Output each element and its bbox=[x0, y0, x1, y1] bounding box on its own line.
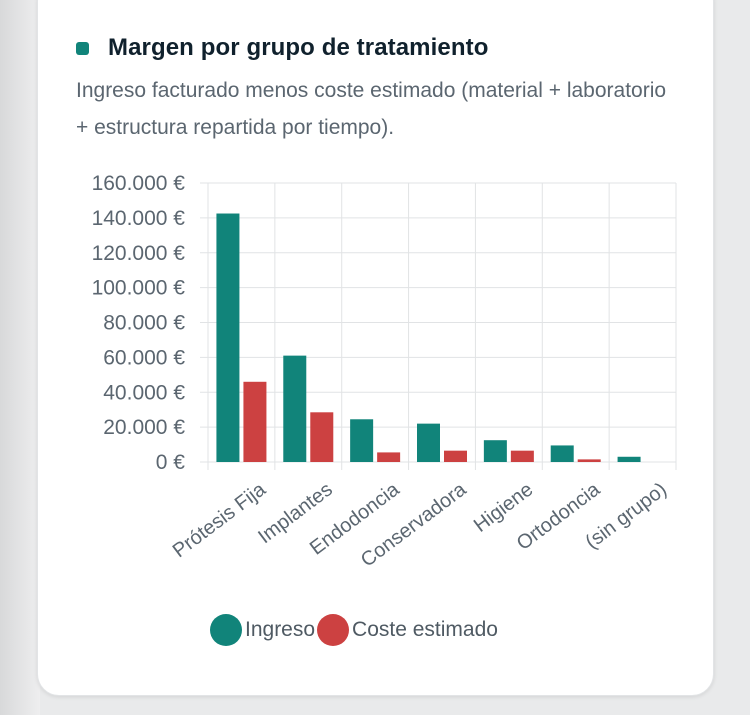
card-header: Margen por grupo de tratamiento bbox=[76, 34, 488, 62]
x-axis-tick-labels: Prótesis FijaImplantesEndodonciaConserva… bbox=[169, 478, 671, 572]
y-tick-label: 60.000 € bbox=[103, 346, 185, 369]
bar-coste bbox=[377, 452, 401, 462]
legend-swatch-coste bbox=[317, 614, 350, 646]
y-tick-label: 100.000 € bbox=[92, 277, 186, 300]
bar-ingreso bbox=[550, 445, 574, 462]
bar-ingreso bbox=[283, 355, 307, 462]
chart-legend: Ingreso Coste estimado bbox=[210, 614, 500, 646]
legend-item-ingreso[interactable]: Ingreso bbox=[210, 614, 315, 646]
legend-swatch-ingreso bbox=[210, 614, 242, 646]
y-tick-label: 140.000 € bbox=[92, 207, 186, 230]
legend-item-coste[interactable]: Coste estimado bbox=[317, 614, 498, 646]
bar-ingreso bbox=[483, 440, 507, 462]
background-shade bbox=[0, 0, 40, 715]
card-subtitle: Ingreso facturado menos coste estimado (… bbox=[76, 79, 667, 139]
title-marker-icon bbox=[76, 41, 89, 55]
legend-label-ingreso: Ingreso bbox=[245, 618, 316, 641]
bar-ingreso bbox=[350, 419, 374, 462]
y-tick-label: 0 € bbox=[156, 451, 186, 474]
bar-coste bbox=[444, 450, 467, 462]
bar-ingreso bbox=[216, 213, 240, 462]
y-tick-label: 160.000 € bbox=[92, 172, 186, 195]
bar-coste bbox=[310, 412, 334, 462]
bar-ingreso bbox=[617, 456, 641, 462]
bar-coste bbox=[510, 450, 534, 462]
legend-label-coste: Coste estimado bbox=[352, 618, 498, 641]
y-tick-label: 20.000 € bbox=[103, 416, 185, 439]
bar-coste bbox=[577, 459, 601, 462]
y-tick-label: 80.000 € bbox=[103, 312, 185, 335]
bar-ingreso bbox=[417, 423, 440, 462]
y-tick-label: 120.000 € bbox=[92, 242, 186, 265]
bars-layer bbox=[216, 213, 641, 462]
bar-coste bbox=[243, 381, 267, 462]
x-tick-label: Prótesis Fija bbox=[169, 478, 271, 562]
chart-card bbox=[37, 0, 714, 696]
y-tick-label: 40.000 € bbox=[103, 381, 185, 404]
y-axis-tick-labels: 0 € 20.000 € 40.000 € 60.000 € 80.000 € 100.0… bbox=[92, 172, 186, 474]
card-title: Margen por grupo de tratamiento bbox=[108, 34, 489, 61]
